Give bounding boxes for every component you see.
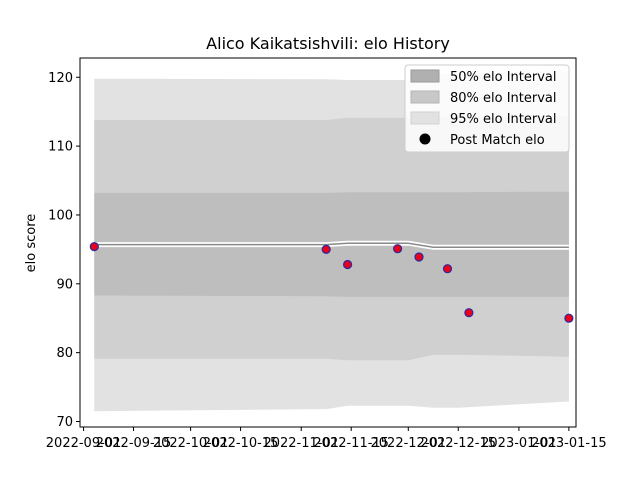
chart-title: Alico Kaikatsishvili: elo History	[206, 34, 450, 53]
post-match-elo-point	[321, 244, 331, 254]
x-tick-label: 2022-10-15	[203, 436, 279, 451]
legend-label-80: 80% elo Interval	[450, 91, 557, 106]
post-match-elo-point	[464, 308, 474, 318]
x-tick-label: 2023-01-15	[531, 436, 607, 451]
plot-area	[89, 70, 574, 412]
post-match-elo-point	[89, 242, 99, 252]
y-axis: 70 80 90 100 110 120	[48, 71, 80, 430]
plot-frame	[79, 57, 577, 428]
post-match-elo-point	[393, 244, 403, 254]
y-axis-label: elo score	[24, 214, 39, 273]
legend-label-95: 95% elo Interval	[450, 112, 557, 127]
y-tick-label: 110	[48, 140, 73, 155]
legend-frame	[404, 64, 570, 153]
x-tick-label: 2023-01-01	[481, 436, 557, 451]
post-match-elo-point	[343, 259, 353, 270]
y-tick-label: 120	[48, 71, 73, 86]
y-tick-label: 90	[56, 277, 73, 292]
legend-swatch-95	[410, 111, 440, 125]
x-axis: 2022-09-012022-09-152022-10-012022-10-15…	[46, 427, 607, 451]
legend: 50% elo Interval 80% elo Interval 95% el…	[404, 64, 570, 153]
legend-label-post-match: Post Match elo	[450, 133, 545, 148]
x-tick-label: 2022-09-01	[46, 436, 122, 451]
mean-elo-line	[94, 242, 569, 249]
y-tick-label: 80	[56, 346, 73, 361]
legend-swatch-80	[410, 90, 440, 104]
post-match-elo-point	[414, 252, 424, 262]
y-tick-label: 100	[48, 208, 73, 223]
legend-swatch-50	[410, 69, 440, 83]
x-tick-label: 2022-11-01	[263, 436, 339, 451]
x-tick-label: 2022-10-01	[153, 436, 229, 451]
legend-label-50: 50% elo Interval	[450, 70, 557, 85]
post-match-elo-point	[564, 313, 574, 323]
x-tick-label: 2022-12-01	[371, 436, 447, 451]
x-tick-label: 2022-09-15	[96, 436, 172, 451]
x-tick-label: 2022-11-15	[313, 436, 389, 451]
x-tick-label: 2022-12-15	[420, 436, 496, 451]
y-tick-label: 70	[56, 415, 73, 430]
legend-marker-post-match	[419, 133, 431, 145]
post-match-elo-point	[442, 264, 453, 274]
